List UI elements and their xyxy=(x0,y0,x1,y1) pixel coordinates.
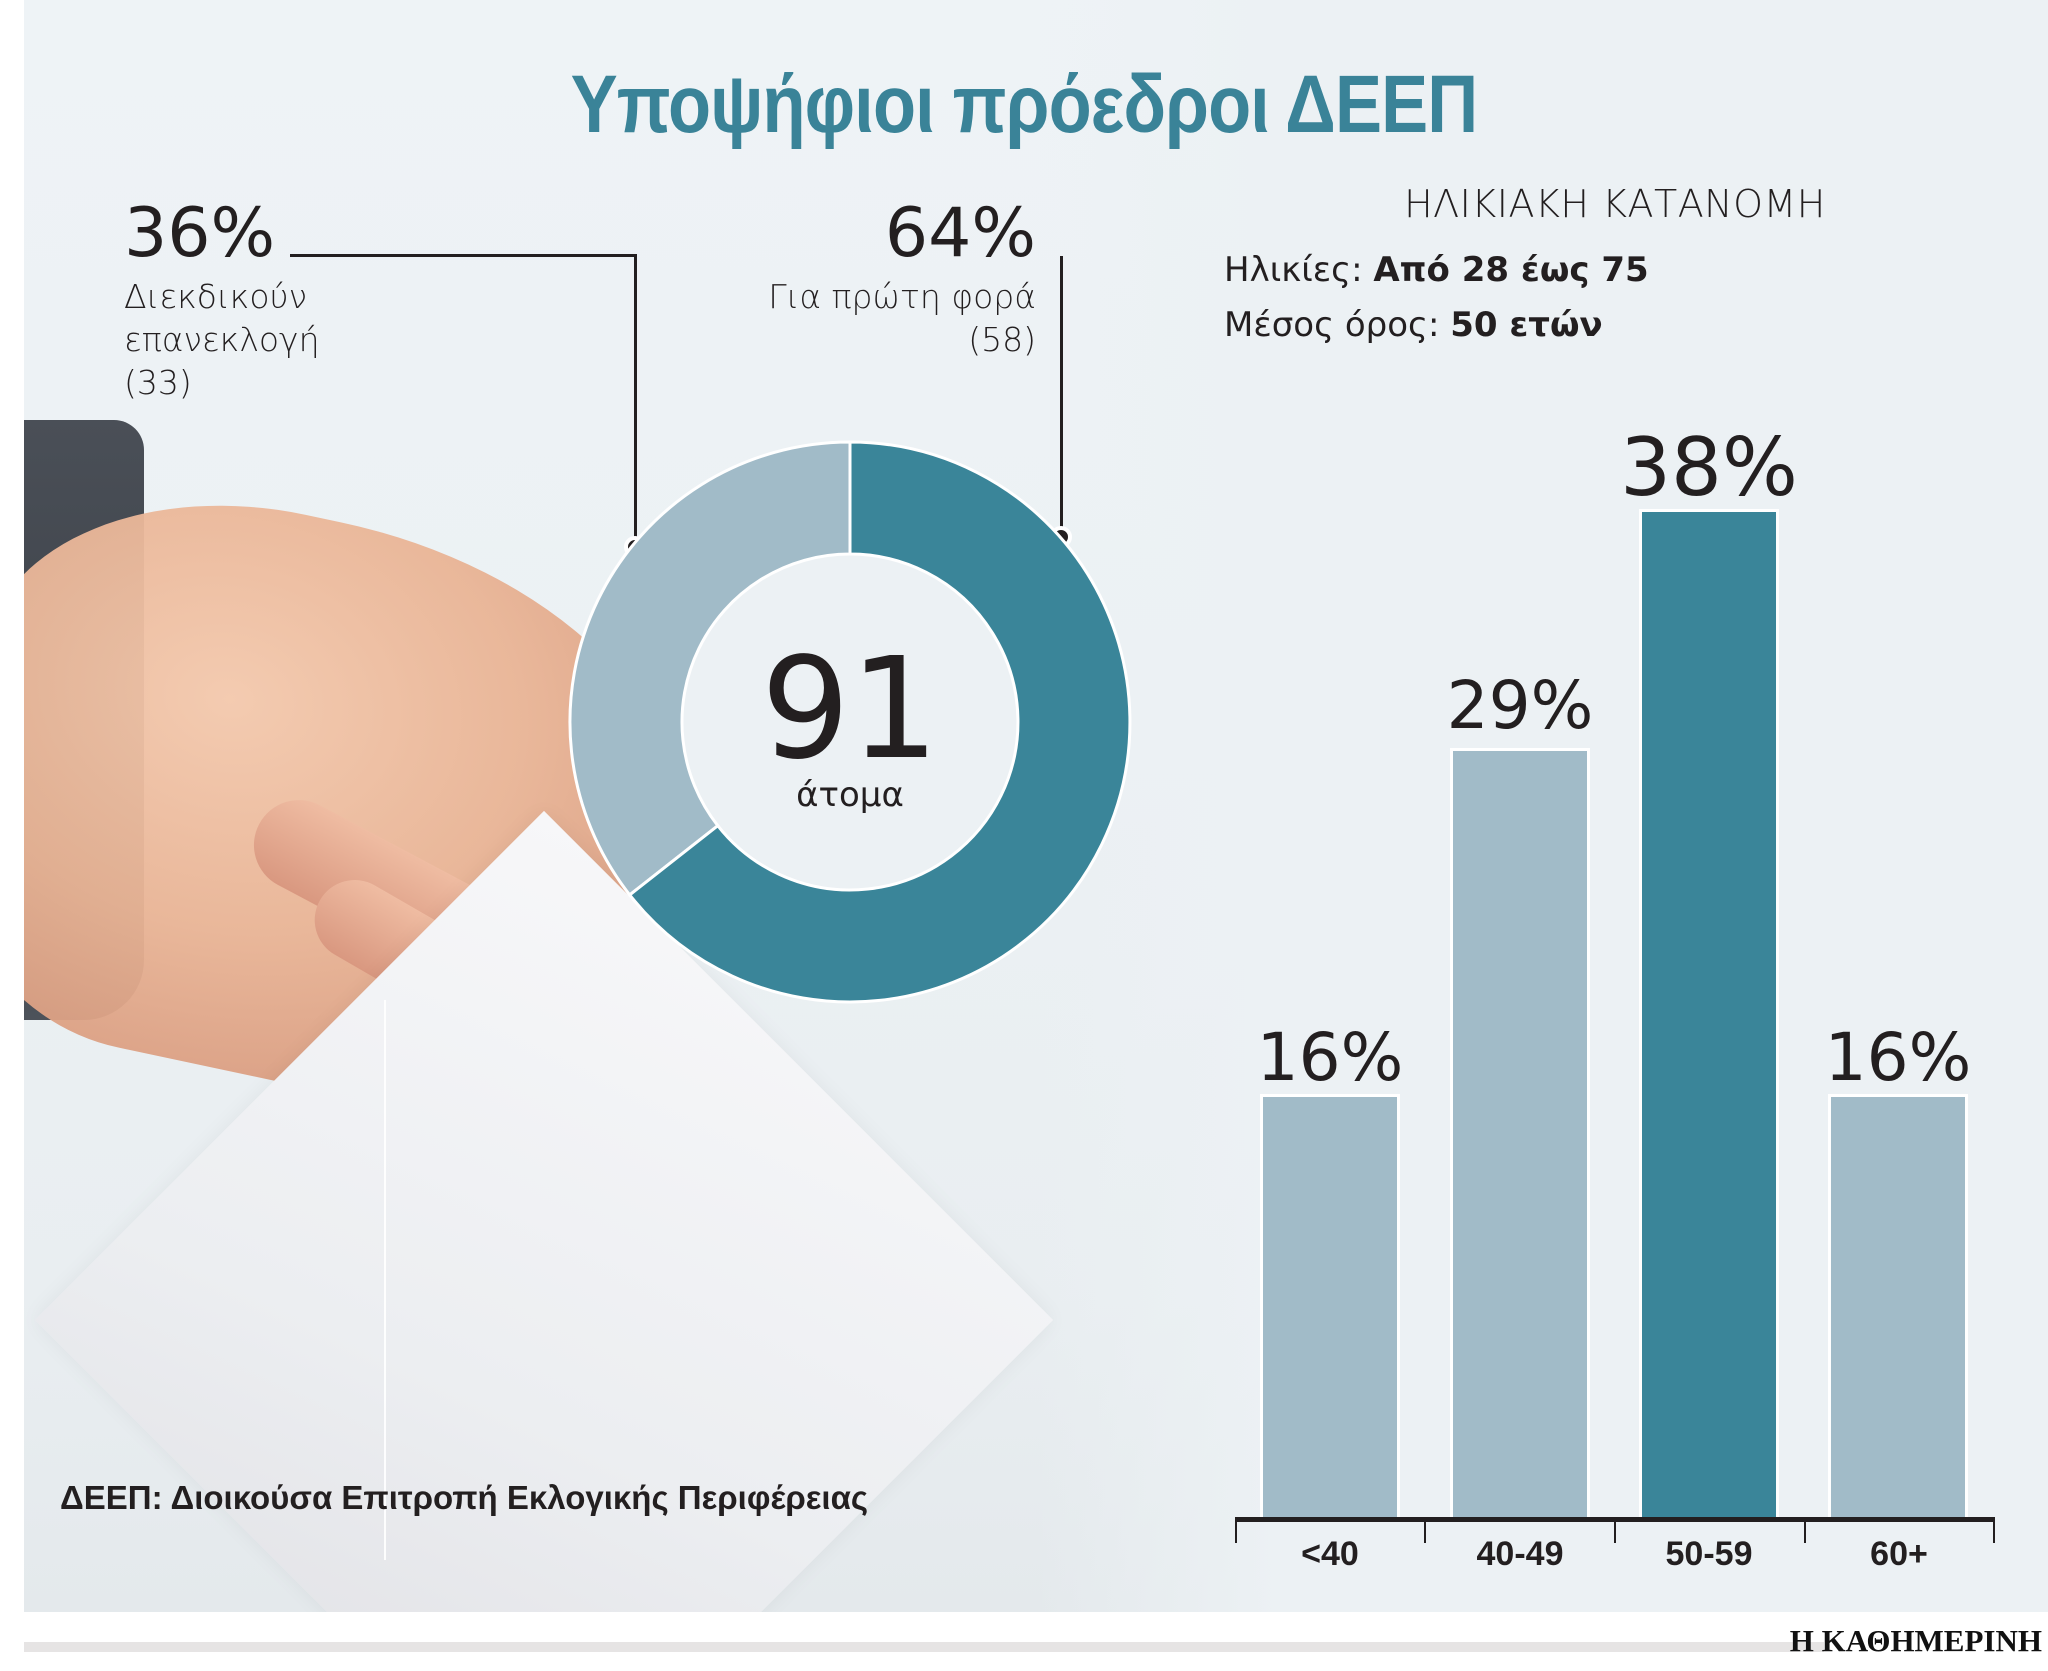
age-mean-label: Μέσος όρος: xyxy=(1224,305,1451,345)
reelection-desc-line: επανεκλογή xyxy=(124,320,320,359)
age-mean-value: 50 ετών xyxy=(1450,305,1603,345)
donut-hole xyxy=(684,556,1016,888)
bar-40-49 xyxy=(1450,748,1590,1522)
reelection-percent: 36% xyxy=(124,194,276,273)
x-axis-label: 40-49 xyxy=(1476,1535,1564,1573)
reelection-desc-line: Διεκδικούν xyxy=(124,277,308,316)
donut-segment-reelection xyxy=(568,440,852,898)
bottom-rule xyxy=(24,1642,1824,1652)
x-axis-tick xyxy=(1424,1519,1426,1543)
page-title: Υποψήφιοι πρόεδροι ΔΕΕΠ xyxy=(570,59,1479,150)
x-axis-tick xyxy=(1993,1519,1995,1543)
reelection-description: Διεκδικούν επανεκλογή (33) xyxy=(124,275,320,404)
bar-under-40 xyxy=(1260,1094,1400,1522)
donut-total-label: άτομα xyxy=(796,775,904,815)
bar-60-plus xyxy=(1828,1094,1968,1522)
age-mean: Μέσος όρος: 50 ετών xyxy=(1224,305,1603,345)
age-chart-title: ΗΛΙΚΙΑΚΗ ΚΑΤΑΝΟΜΗ xyxy=(1404,182,1826,226)
age-range: Ηλικίες: Από 28 έως 75 xyxy=(1224,250,1649,290)
donut-segment-first-time xyxy=(627,440,1132,1004)
bar-value-label: 16% xyxy=(1824,1019,1972,1096)
first-time-desc-line: Για πρώτη φορά xyxy=(768,277,1036,316)
x-axis-tick xyxy=(1804,1519,1806,1543)
reelection-count: (33) xyxy=(124,363,192,402)
x-axis-label: 60+ xyxy=(1870,1535,1928,1573)
x-axis-tick xyxy=(1614,1519,1616,1543)
age-range-value: Από 28 έως 75 xyxy=(1373,250,1649,290)
brand-logo: Η ΚΑΘΗΜΕΡΙΝΗ xyxy=(1789,1623,2042,1658)
x-axis-label: <40 xyxy=(1301,1535,1359,1573)
reelection-leader-h xyxy=(290,254,637,257)
reelection-leader-v xyxy=(634,254,637,546)
first-time-percent: 64% xyxy=(884,194,1036,273)
donut-chart xyxy=(568,440,1132,1004)
footnote: ΔΕΕΠ: Διοικούσα Επιτροπή Εκλογικής Περιφ… xyxy=(60,1479,869,1516)
donut-total: 91 xyxy=(760,628,940,791)
first-time-leader-v xyxy=(1060,256,1063,536)
first-time-count: (58) xyxy=(968,320,1036,359)
age-range-label: Ηλικίες: xyxy=(1224,250,1374,290)
bar-50-59 xyxy=(1639,509,1779,1522)
first-time-description: Για πρώτη φορά (58) xyxy=(700,275,1036,361)
bar-value-label: 29% xyxy=(1446,667,1594,744)
x-axis-label: 50-59 xyxy=(1665,1535,1753,1573)
bar-value-label: 16% xyxy=(1256,1019,1404,1096)
x-axis-tick xyxy=(1235,1519,1237,1543)
bar-value-label: 38% xyxy=(1620,421,1798,514)
